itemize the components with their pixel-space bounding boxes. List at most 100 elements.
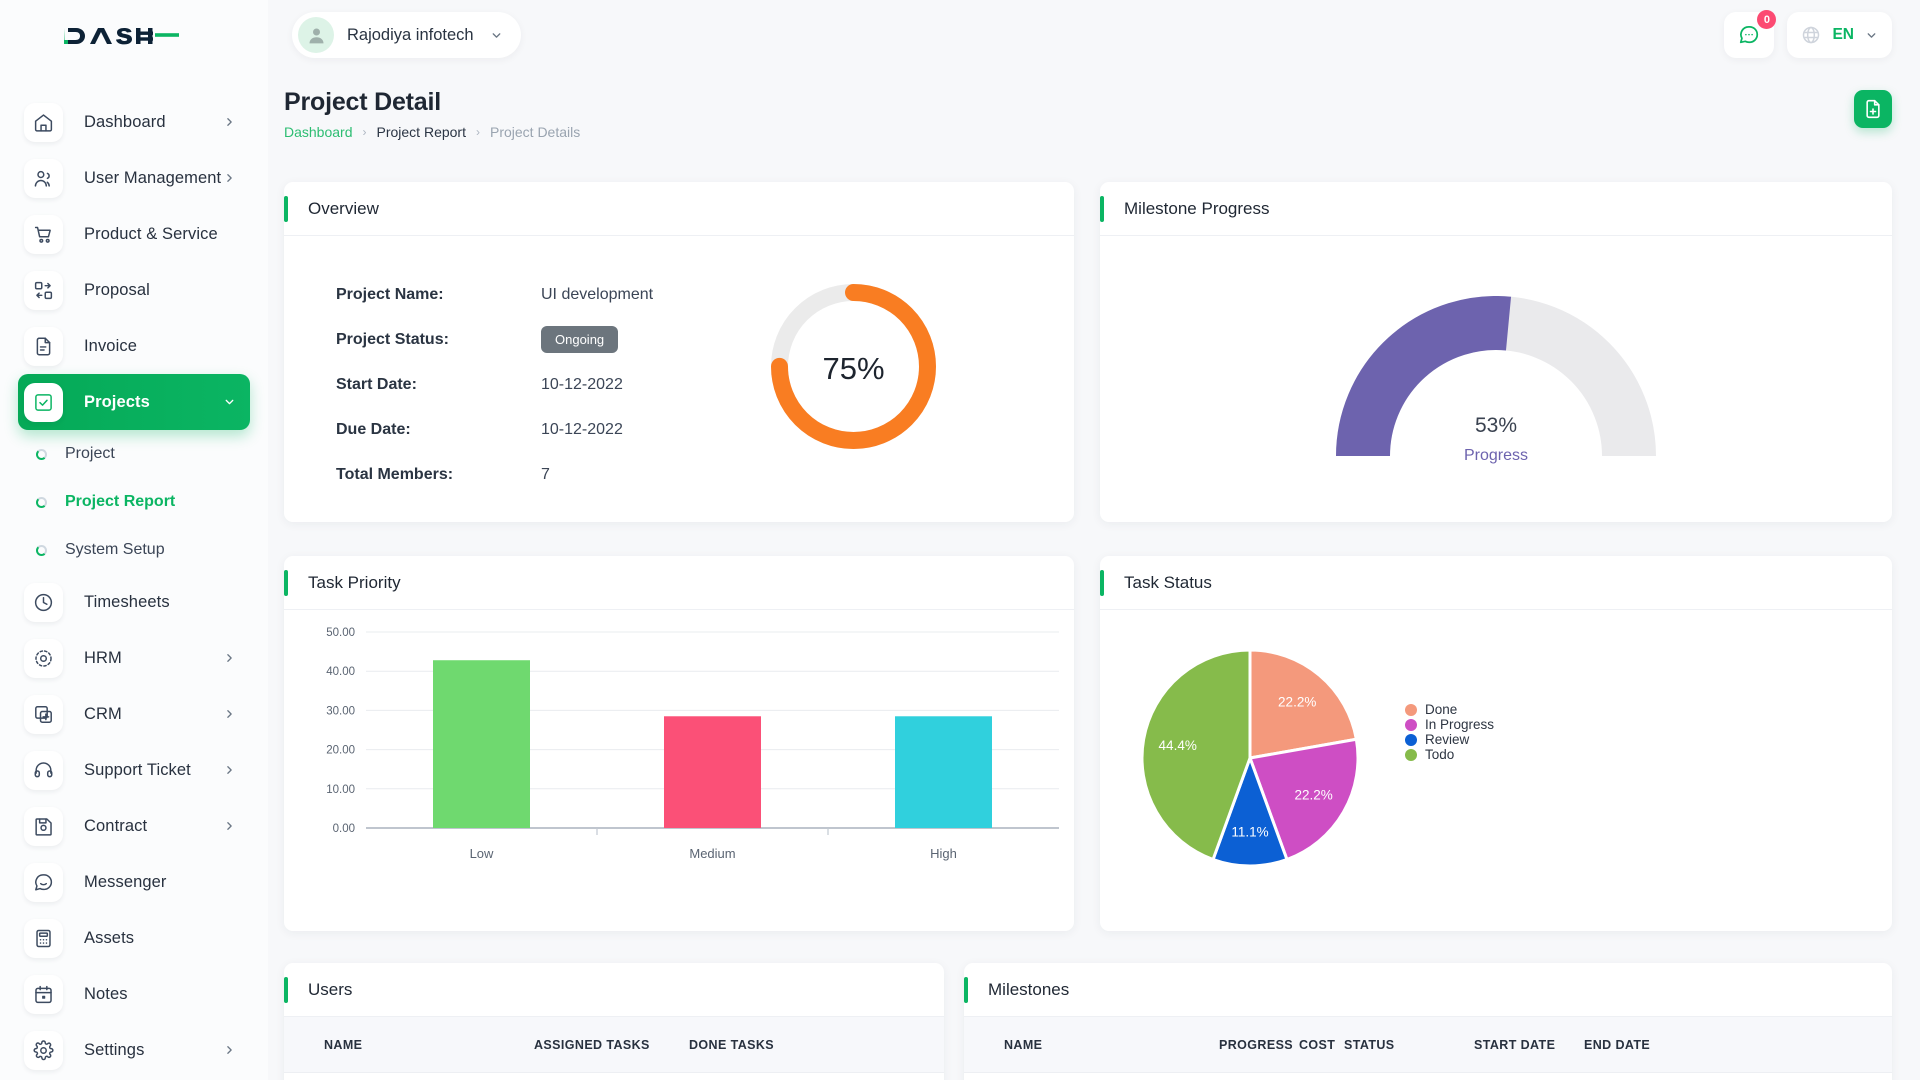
- sidebar-item-label: User Management: [84, 168, 222, 187]
- sidebar-item-label: Messenger: [84, 872, 167, 891]
- sidebar-item-label: CRM: [84, 704, 122, 723]
- sidebar-item-settings[interactable]: Settings: [18, 1022, 250, 1078]
- chevron-down-icon: [490, 29, 503, 42]
- chevron-right-icon: [223, 1044, 236, 1057]
- milestone-card-header: Milestone Progress: [1100, 182, 1892, 236]
- sidebar-item-label: Dashboard: [84, 112, 166, 131]
- pie-slice: [1140, 648, 1252, 862]
- overview-value: UI development: [541, 285, 654, 303]
- legend-label: Review: [1425, 732, 1470, 747]
- sidebar-item-user-management[interactable]: User Management: [18, 150, 250, 206]
- pie-slice-label: 11.1%: [1231, 824, 1268, 839]
- sidebar-item-assets[interactable]: Assets: [18, 910, 250, 966]
- legend-item[interactable]: Done: [1405, 702, 1494, 717]
- proposal-icon: [24, 270, 63, 310]
- sidebar-item-contract[interactable]: Contract: [18, 798, 250, 854]
- sidebar-item-timesheets[interactable]: Timesheets: [18, 574, 250, 630]
- column-header: PROGRESS: [1219, 1037, 1294, 1052]
- breadcrumb-separator: ›: [362, 125, 367, 139]
- sidebar-item-label: HRM: [84, 648, 122, 667]
- pie-slice-label: 22.2%: [1278, 695, 1316, 710]
- gear-icon: [24, 1030, 63, 1070]
- org-switcher[interactable]: Rajodiya infotech: [292, 12, 521, 58]
- avatar: [298, 17, 334, 53]
- file-plus-icon: [1866, 99, 1880, 119]
- sidebar-item-proposal[interactable]: Proposal: [18, 262, 250, 318]
- language-label: EN: [1832, 26, 1854, 43]
- sidebar-item-label: Notes: [84, 984, 128, 1003]
- card-accent-bar: [1100, 570, 1104, 596]
- sidebar-item-hrm[interactable]: HRM: [18, 630, 250, 686]
- gauge-percent-label: 53%: [1474, 414, 1518, 437]
- projects-icon: [24, 382, 63, 422]
- task-status-card: Task Status 22.2% 22.2% 11.1% 44.4% Done In …: [1100, 556, 1892, 931]
- message-count-badge: 0: [1757, 10, 1777, 29]
- legend-item[interactable]: In Progress: [1405, 717, 1494, 732]
- chat-icon: [1740, 25, 1759, 44]
- assets-icon: [24, 918, 63, 958]
- overview-row: Project Status: Ongoing: [336, 317, 1074, 362]
- sidebar-item-crm[interactable]: CRM: [18, 686, 250, 742]
- column-header: ASSIGNED TASKS: [534, 1037, 650, 1052]
- sidebar-subitem-system-setup[interactable]: System Setup: [0, 526, 268, 574]
- overview-label: Project Name:: [336, 285, 444, 303]
- milestones-card-header: Milestones: [964, 963, 1892, 1017]
- milestones-table-header-row: NAME PROGRESS COST STATUS START DATE END DATE: [964, 1017, 1892, 1073]
- headset-icon: [24, 750, 63, 790]
- task-priority-card: Task Priority 0.00 10.00 20.00 30.00 40.00 50…: [284, 556, 1074, 931]
- sidebar-subitem-project[interactable]: Project: [0, 430, 268, 478]
- sidebar-item-invoice[interactable]: Invoice: [18, 318, 250, 374]
- sidebar-nav: Dashboard User Management Product & Servic…: [0, 72, 268, 1078]
- progress-gauge-chart: 53% Progress: [1336, 296, 1656, 473]
- sidebar-item-label: Proposal: [84, 280, 150, 299]
- overview-label: Due Date:: [336, 420, 411, 438]
- status-badge: Ongoing: [541, 326, 619, 353]
- breadcrumb-item[interactable]: Dashboard: [284, 124, 353, 140]
- x-axis-tick-label: Low: [470, 846, 494, 861]
- chevron-right-icon: [223, 652, 236, 665]
- messages-button[interactable]: 0: [1724, 10, 1777, 58]
- column-header: COST: [1299, 1037, 1336, 1052]
- create-document-button[interactable]: [1854, 90, 1892, 128]
- sidebar-item-product-service[interactable]: Product & Service: [18, 206, 250, 262]
- milestones-title: Milestones: [988, 979, 1070, 999]
- bar-group: High: [827, 716, 992, 861]
- sidebar-subitem-label: Project Report: [65, 493, 176, 510]
- overview-value: 10-12-2022: [541, 375, 623, 393]
- brand-logo[interactable]: [0, 0, 268, 72]
- sidebar-item-label: Support Ticket: [84, 760, 191, 779]
- sidebar-subitem-project-report[interactable]: Project Report: [0, 478, 268, 526]
- sidebar-item-messenger[interactable]: Messenger: [18, 854, 250, 910]
- y-axis-tick-label: 10.00: [326, 784, 355, 796]
- x-axis-tick-label: Medium: [689, 846, 735, 861]
- sidebar-item-label: Assets: [84, 928, 135, 947]
- overview-row: Total Members: 7: [336, 452, 1074, 497]
- overview-label: Project Status:: [336, 330, 449, 348]
- crm-icon: [24, 694, 63, 734]
- x-axis-tick-label: High: [930, 846, 957, 861]
- language-selector[interactable]: EN: [1787, 12, 1892, 58]
- task-priority-bar-chart: 0.00 10.00 20.00 30.00 40.00 50.00 Low Medium Hi…: [326, 627, 1059, 861]
- legend-item[interactable]: Review: [1405, 732, 1494, 747]
- chevron-down-icon: [1865, 29, 1878, 42]
- dash-logo-icon: [64, 28, 179, 45]
- topbar: Rajodiya infotech 0 EN: [268, 0, 1920, 70]
- legend-item[interactable]: Todo: [1405, 747, 1494, 762]
- overview-title: Overview: [308, 198, 379, 218]
- sidebar-item-support-ticket[interactable]: Support Ticket: [18, 742, 250, 798]
- gauge-sub-label: Progress: [1463, 447, 1529, 464]
- sidebar-item-projects[interactable]: Projects: [18, 374, 250, 430]
- breadcrumb-item[interactable]: Project Report: [376, 124, 466, 140]
- overview-value: 10-12-2022: [541, 420, 623, 438]
- bullet-icon: [36, 448, 47, 460]
- sidebar-item-notes[interactable]: Notes: [18, 966, 250, 1022]
- legend-label: Todo: [1425, 747, 1455, 762]
- sidebar-item-dashboard[interactable]: Dashboard: [18, 94, 250, 150]
- gauge-labels: 53% Progress: [1336, 414, 1656, 465]
- card-accent-bar: [284, 977, 288, 1003]
- globe-icon: [1803, 26, 1820, 44]
- chevron-right-icon: [223, 116, 236, 129]
- pie-slice: [1248, 648, 1359, 760]
- overview-card: Overview Project Name: UI development Proj…: [284, 182, 1074, 522]
- milestone-title: Milestone Progress: [1124, 198, 1270, 218]
